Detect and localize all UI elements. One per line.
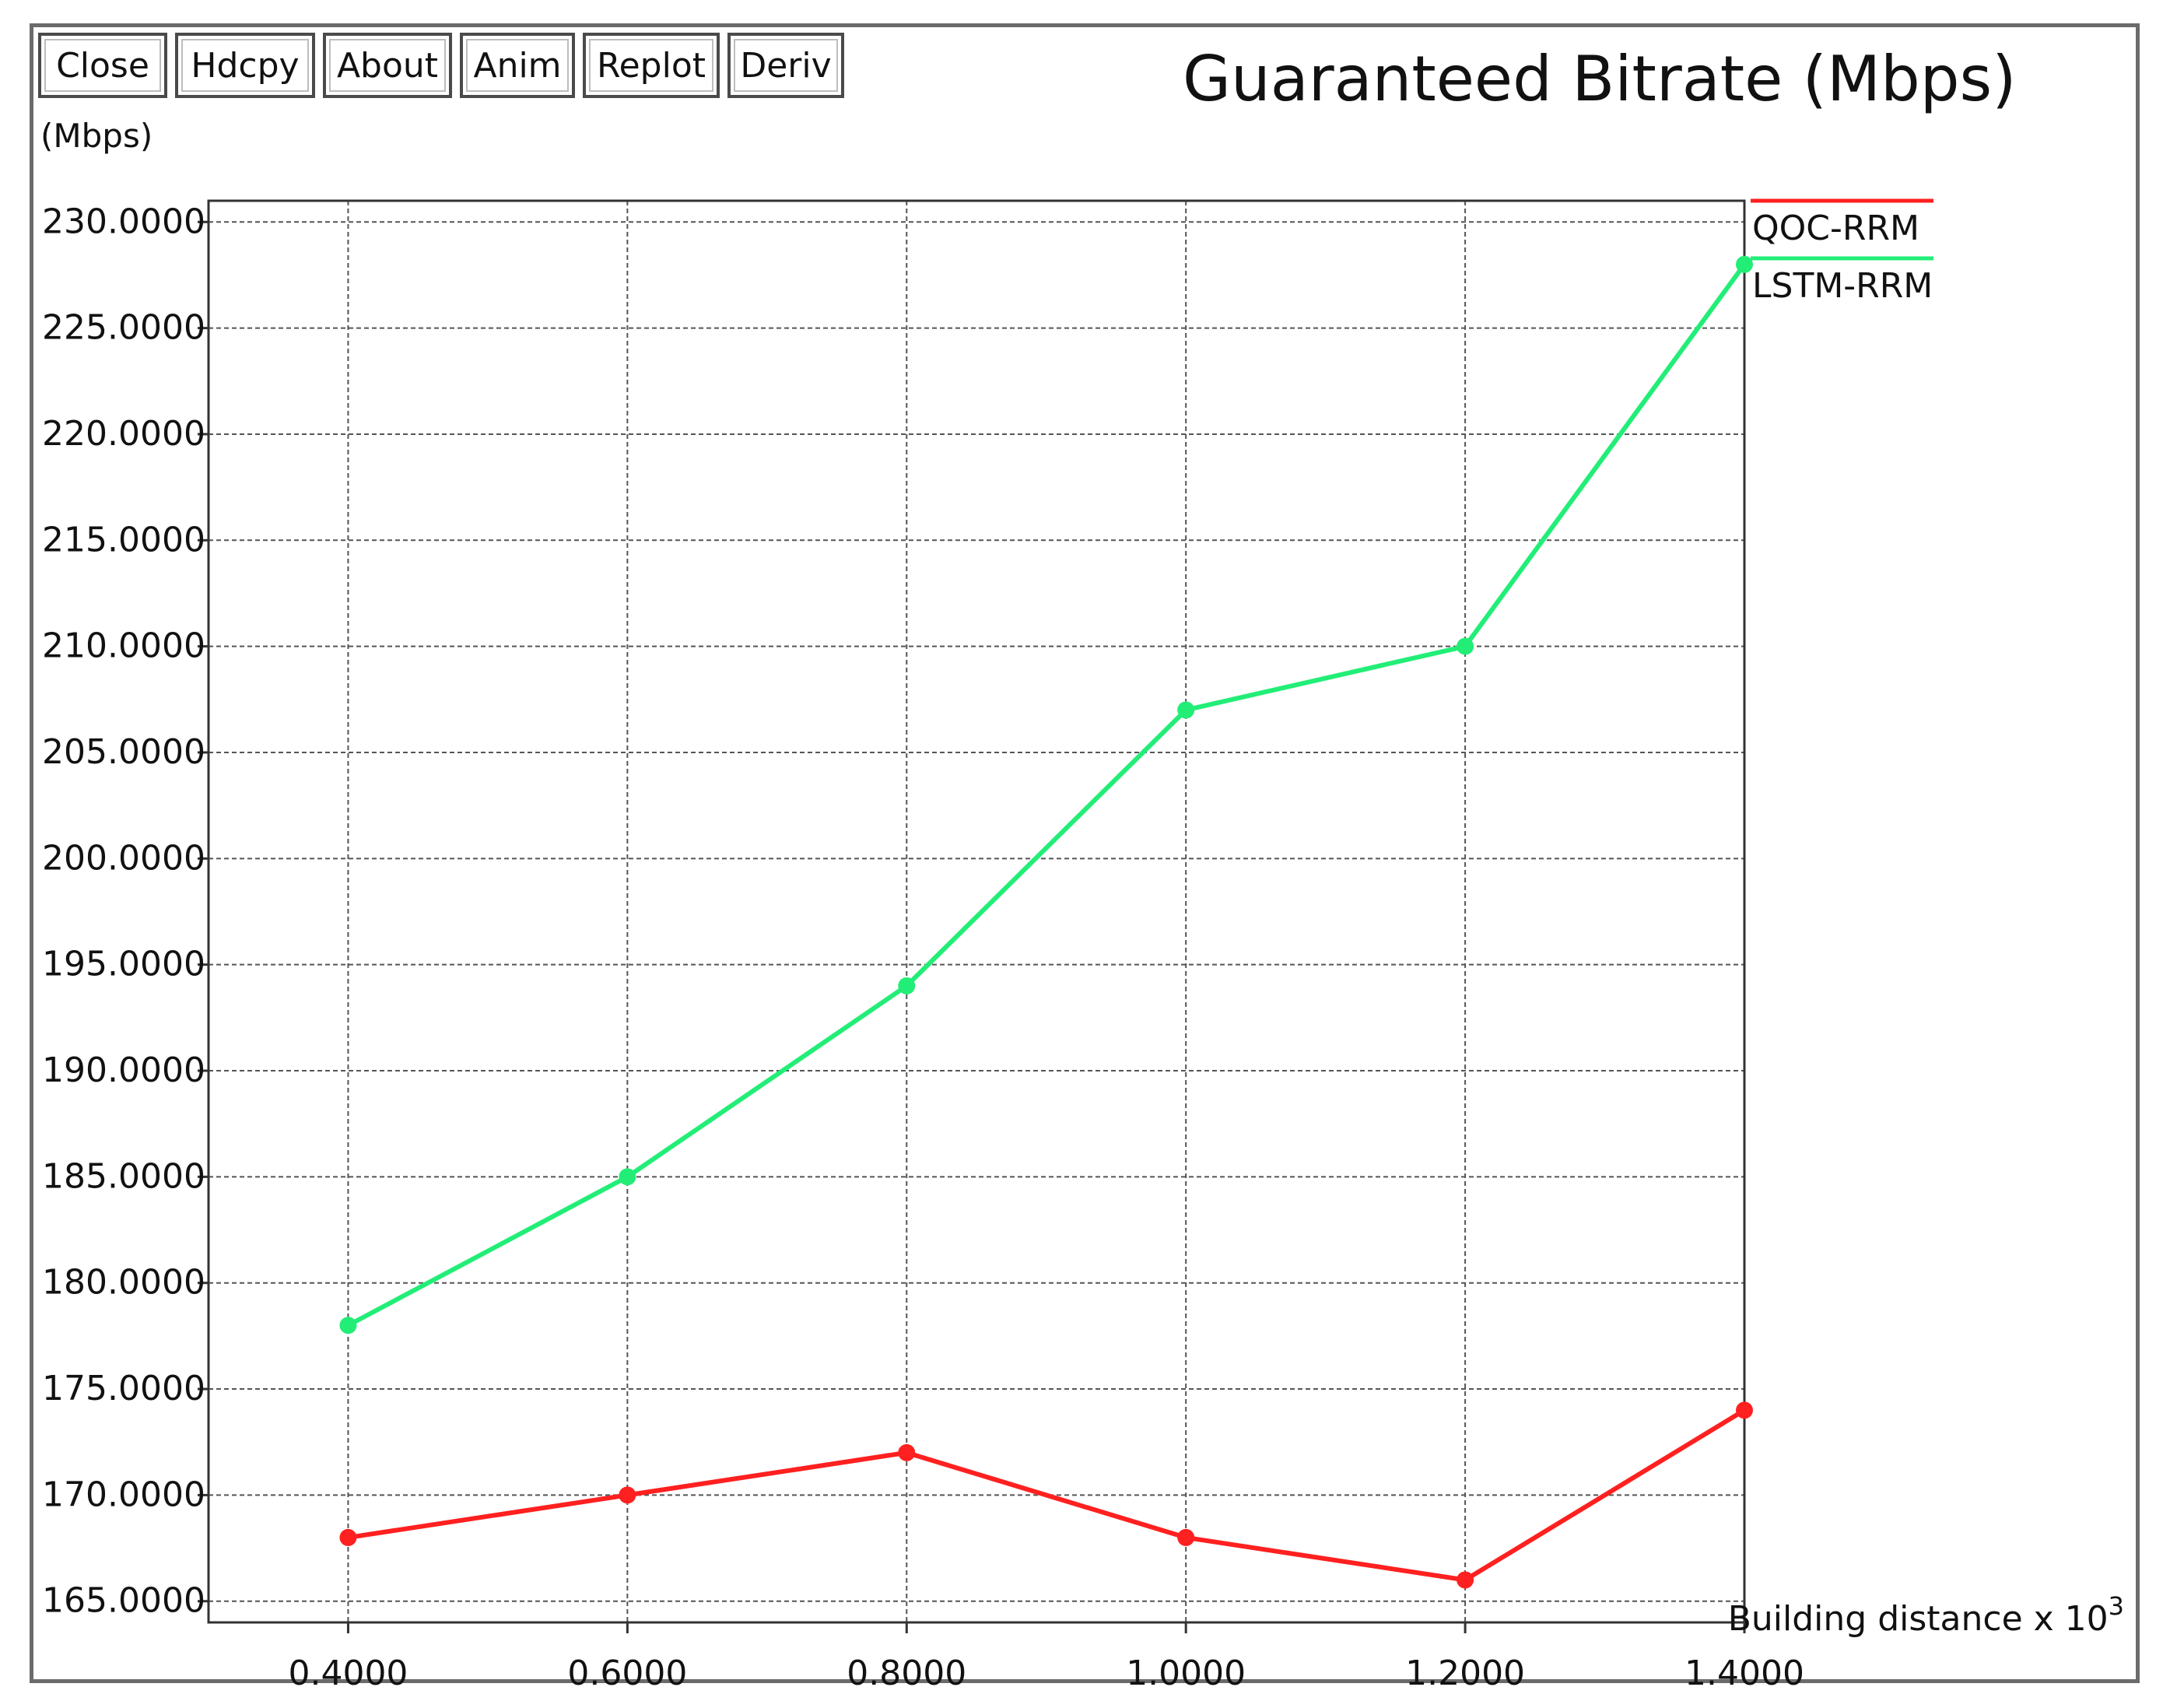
legend-label: LSTM-RRM [1752,266,1933,306]
y-tick-label: 175.0000 [42,1369,205,1408]
y-tick-label: 205.0000 [42,732,205,772]
hdcpy-button[interactable]: Hdcpy [175,33,315,98]
x-axis-label-text: Building distance x 10 [1728,1599,2109,1639]
series-line-qoc-rrm [348,1408,1746,1583]
x-tick-label: 1.4000 [1684,1654,1804,1693]
x-tick-label: 0.8000 [847,1654,966,1693]
x-tick-label: 0.6000 [567,1654,687,1693]
y-tick-label: 210.0000 [42,626,205,666]
data-point-lstm-rrm [1457,637,1474,655]
y-tick-label: 195.0000 [42,945,205,984]
y-tick-label: 230.0000 [42,202,205,241]
data-point-qoc-rrm [1177,1528,1195,1546]
y-tick-label: 225.0000 [42,308,205,348]
series [339,255,1753,1589]
data-point-lstm-rrm [339,1317,357,1334]
data-point-lstm-rrm [619,1168,636,1186]
data-point-lstm-rrm [1736,255,1753,273]
x-axis-label-exponent: 3 [2109,1591,2124,1621]
data-point-lstm-rrm [898,977,916,994]
data-point-lstm-rrm [1177,701,1195,719]
x-tick-label: 1.2000 [1405,1654,1525,1693]
deriv-button[interactable]: Deriv [727,33,844,98]
anim-button[interactable]: Anim [460,33,575,98]
chart-title: Guaranteed Bitrate (Mbps) [1183,43,2017,115]
y-tick-label: 180.0000 [42,1263,205,1303]
close-button[interactable]: Close [38,33,167,98]
y-tick-label: 165.0000 [42,1581,205,1621]
y-axis-unit-label: (Mbps) [40,117,153,155]
plot-window [30,23,2140,1683]
replot-button[interactable]: Replot [583,33,720,98]
y-tick-label: 185.0000 [42,1156,205,1196]
about-button[interactable]: About [323,33,452,98]
y-tick-label: 200.0000 [42,838,205,878]
data-point-qoc-rrm [339,1528,357,1546]
x-tick-label: 0.4000 [288,1654,408,1693]
data-point-qoc-rrm [898,1443,916,1461]
y-tick-label: 170.0000 [42,1475,205,1514]
legend: QOC-RRM LSTM-RRM [1751,198,1933,306]
x-tick-label: 1.0000 [1126,1654,1246,1693]
data-point-qoc-rrm [1457,1571,1474,1589]
grid [209,201,1745,1622]
x-axis-ticks: 0.4000 0.6000 0.8000 1.0000 1.2000 1.4000 [288,1622,1804,1693]
x-axis-label: Building distance x 103 [1728,1591,2124,1639]
data-point-qoc-rrm [619,1486,636,1504]
y-axis-ticks: 165.0000 170.0000 175.0000 180.0000 185.0000… [42,202,209,1621]
legend-label: QOC-RRM [1752,209,1919,248]
y-tick-label: 215.0000 [42,520,205,559]
toolbar: Close Hdcpy About Anim Replot Deriv [38,33,844,98]
y-tick-label: 190.0000 [42,1050,205,1090]
plot-area-border [207,199,1746,1624]
series-line-lstm-rrm [347,263,1747,1327]
y-tick-label: 220.0000 [42,414,205,454]
data-point-qoc-rrm [1736,1401,1753,1419]
